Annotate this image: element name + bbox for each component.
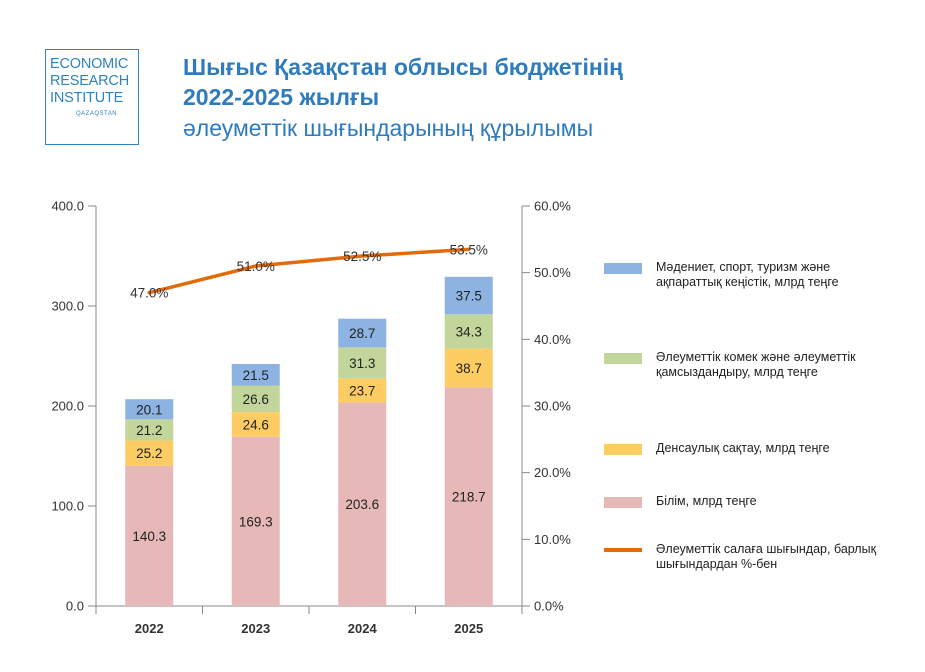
data-label-education: 140.3 <box>132 529 166 544</box>
x-tick-label: 2022 <box>135 621 164 636</box>
data-label-health: 25.2 <box>136 446 162 461</box>
y2-tick-label: 60.0% <box>534 199 571 214</box>
logo-line-2: RESEARCH <box>50 73 129 89</box>
y-tick-label: 0.0 <box>66 599 84 614</box>
line-data-label: 51.0% <box>237 259 275 274</box>
data-label-health: 23.7 <box>349 384 375 399</box>
bar-education <box>444 387 493 606</box>
bar-social <box>338 347 387 379</box>
line-data-label: 52.5% <box>343 249 381 264</box>
bar-education <box>125 465 174 606</box>
y2-tick-label: 0.0% <box>534 599 564 614</box>
y-tick-label: 100.0 <box>51 499 84 514</box>
logo-line-1: ECONOMIC <box>50 56 129 72</box>
data-label-education: 218.7 <box>452 490 486 505</box>
data-label-culture: 20.1 <box>136 402 162 417</box>
bar-education <box>338 402 387 606</box>
y-tick-label: 400.0 <box>51 199 84 214</box>
title-line-1: Шығыс Қазақстан облысы бюджетінің <box>183 54 624 80</box>
bar-health <box>444 348 493 388</box>
data-label-social: 26.6 <box>243 392 269 407</box>
legend-swatch-culture <box>604 263 642 274</box>
title-line-3: әлеуметтік шығындарының құрылымы <box>183 115 594 141</box>
bar-health <box>125 440 174 466</box>
bar-social <box>444 314 493 349</box>
data-label-education: 169.3 <box>239 514 273 529</box>
data-label-social: 21.2 <box>136 423 162 438</box>
line-data-label: 53.5% <box>450 242 488 257</box>
logo: ECONOMIC RESEARCH INSTITUTE QAZAQSTAN <box>45 49 139 145</box>
data-label-education: 203.6 <box>345 497 379 512</box>
legend-label-health: Денсаулық сақтау, млрд теңге <box>656 441 830 455</box>
legend-swatch-social <box>604 353 642 364</box>
bar-education <box>231 436 280 606</box>
legend-swatch-education <box>604 497 642 508</box>
y-tick-label: 200.0 <box>51 399 84 414</box>
y2-tick-label: 30.0% <box>534 399 571 414</box>
line-series <box>147 247 471 295</box>
bar-culture <box>338 318 387 348</box>
title-line-2: 2022-2025 жылғы <box>183 84 380 110</box>
logo-line-3: INSTITUTE <box>50 90 124 106</box>
legend-label-education: Білім, млрд теңге <box>656 494 757 508</box>
data-label-social: 31.3 <box>349 356 375 371</box>
bar-health <box>231 412 280 437</box>
bar-culture <box>231 364 280 386</box>
x-tick-label: 2025 <box>454 621 483 636</box>
x-tick-label: 2023 <box>241 621 270 636</box>
bar-culture <box>444 276 493 315</box>
legend-label-social: Әлеуметтік комек және әлеуметтік қамсызд… <box>656 350 856 379</box>
bar-social <box>125 419 174 441</box>
bar-health <box>338 378 387 403</box>
legend-swatch-health <box>604 444 642 455</box>
bar-social <box>231 385 280 413</box>
line-data-label: 47.0% <box>130 286 168 301</box>
data-label-culture: 37.5 <box>456 289 482 304</box>
y-tick-label: 300.0 <box>51 299 84 314</box>
y2-tick-label: 10.0% <box>534 532 571 547</box>
data-label-health: 24.6 <box>243 417 269 432</box>
y2-tick-label: 40.0% <box>534 332 571 347</box>
legend-label-culture: Мәдениет, спорт, туризм және ақпараттық … <box>656 260 839 289</box>
data-label-culture: 28.7 <box>349 326 375 341</box>
legend-line-swatch <box>604 548 642 552</box>
data-label-social: 34.3 <box>456 324 482 339</box>
data-label-culture: 21.5 <box>243 368 269 383</box>
data-label-health: 38.7 <box>456 361 482 376</box>
logo-subtitle: QAZAQSTAN <box>76 111 118 117</box>
bar-culture <box>125 399 174 420</box>
y2-tick-label: 20.0% <box>534 465 571 480</box>
legend-label-line: Әлеуметтік салаға шығындар, барлық шығын… <box>656 542 877 571</box>
x-tick-label: 2024 <box>348 621 378 636</box>
chart-title: Шығыс Қазақстан облысы бюджетінің 2022-2… <box>183 52 623 144</box>
y2-tick-label: 50.0% <box>534 265 571 280</box>
